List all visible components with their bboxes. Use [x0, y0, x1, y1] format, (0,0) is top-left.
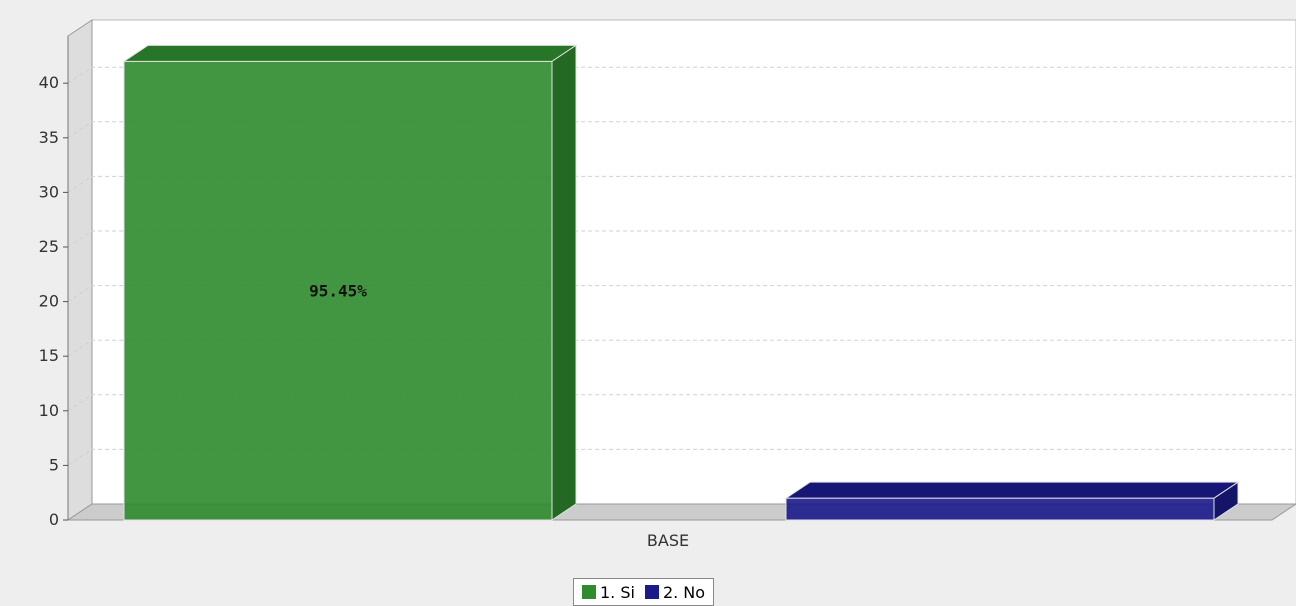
legend-swatch-no	[644, 585, 659, 599]
grid-line	[67, 339, 1296, 357]
y-axis: 0 5 10 15 20 25 30 35 40	[39, 36, 69, 529]
y-tick-label: 10	[39, 401, 59, 420]
y-tick-label: 40	[39, 73, 59, 92]
legend-label-no: 2. No	[662, 582, 706, 602]
grid-line	[67, 448, 1296, 466]
legend-swatch-si	[582, 585, 596, 599]
legend: 1. Si 2. No	[573, 578, 715, 606]
legend-item-no: 2. No	[644, 582, 706, 602]
bar-top-si	[122, 44, 578, 62]
plot-left-wall	[67, 19, 93, 521]
y-tick-label: 25	[39, 237, 59, 256]
bar-value-label-si: 95.45%	[309, 282, 367, 301]
grid-line	[67, 230, 1296, 248]
y-tick-label: 30	[39, 182, 59, 201]
y-tick-label: 15	[39, 346, 59, 365]
bar-top-no	[784, 481, 1240, 499]
y-tick-label: 0	[49, 510, 59, 529]
y-tick-label: 5	[49, 455, 59, 474]
bar-side-si	[551, 44, 577, 521]
bar-no	[785, 497, 1215, 521]
bars: 95.45%	[122, 44, 1240, 521]
grid-line	[67, 394, 1296, 412]
x-axis: BASE	[647, 531, 689, 550]
bar-si	[123, 60, 553, 521]
y-tick-label: 35	[39, 128, 59, 147]
bar-side-no	[1213, 481, 1239, 521]
grid-line	[67, 285, 1296, 303]
legend-label-si: 1. Si	[600, 582, 635, 602]
grid-lines	[67, 66, 1296, 466]
grid-line	[67, 66, 1296, 84]
grid-line	[67, 175, 1296, 193]
grid-line	[67, 121, 1296, 139]
y-tick-label: 20	[39, 292, 59, 311]
legend-item-si: 1. Si	[582, 583, 635, 602]
x-category-label: BASE	[647, 531, 689, 550]
